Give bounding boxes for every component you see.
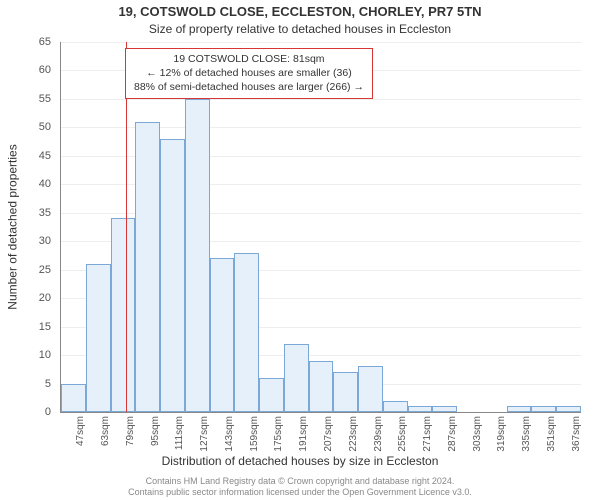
x-tick-label: 271sqm xyxy=(422,416,433,452)
x-tick-label: 351sqm xyxy=(546,416,557,452)
y-tick-label: 45 xyxy=(21,150,51,162)
x-tick-label: 111sqm xyxy=(174,416,185,450)
x-tick-label: 127sqm xyxy=(199,416,210,452)
page-title: 19, COTSWOLD CLOSE, ECCLESTON, CHORLEY, … xyxy=(0,4,600,19)
footer-line-1: Contains HM Land Registry data © Crown c… xyxy=(0,476,600,487)
histogram-bar xyxy=(358,366,383,412)
x-tick-label: 303sqm xyxy=(472,416,483,452)
histogram-bar xyxy=(309,361,334,412)
y-tick-label: 20 xyxy=(21,292,51,304)
x-tick-label: 191sqm xyxy=(298,416,309,452)
y-axis-label-container: Number of detached properties xyxy=(6,42,20,412)
x-tick-label: 143sqm xyxy=(224,416,235,452)
histogram-bar xyxy=(160,139,185,412)
x-tick-label: 335sqm xyxy=(521,416,532,452)
y-tick-label: 65 xyxy=(21,36,51,48)
footer-credits: Contains HM Land Registry data © Crown c… xyxy=(0,476,600,499)
y-tick-label: 60 xyxy=(21,64,51,76)
y-tick-label: 40 xyxy=(21,178,51,190)
x-tick-label: 255sqm xyxy=(397,416,408,452)
x-tick-label: 367sqm xyxy=(571,416,582,452)
y-tick-label: 50 xyxy=(21,121,51,133)
y-tick-label: 55 xyxy=(21,93,51,105)
y-tick-label: 10 xyxy=(21,349,51,361)
histogram-bar xyxy=(61,384,86,412)
y-tick-label: 0 xyxy=(21,406,51,418)
y-tick-label: 35 xyxy=(21,207,51,219)
histogram-bar xyxy=(185,99,210,412)
y-tick-label: 30 xyxy=(21,235,51,247)
histogram-bar xyxy=(234,253,259,412)
histogram-bar xyxy=(284,344,309,412)
x-tick-label: 319sqm xyxy=(496,416,507,452)
gridline xyxy=(61,42,581,43)
chart-subtitle: Size of property relative to detached ho… xyxy=(0,22,600,36)
annotation-line: 19 COTSWOLD CLOSE: 81sqm xyxy=(134,52,364,66)
y-tick-label: 5 xyxy=(21,378,51,390)
y-axis-label: Number of detached properties xyxy=(6,144,20,309)
x-tick-label: 95sqm xyxy=(150,416,161,446)
footer-line-2: Contains public sector information licen… xyxy=(0,487,600,498)
histogram-bar xyxy=(383,401,408,412)
x-tick-label: 287sqm xyxy=(447,416,458,452)
y-axis-ticks: 05101520253035404550556065 xyxy=(25,42,55,412)
histogram-plot: 19 COTSWOLD CLOSE: 81sqm← 12% of detache… xyxy=(60,42,581,413)
histogram-bar xyxy=(210,258,235,412)
y-tick-label: 25 xyxy=(21,264,51,276)
x-tick-label: 223sqm xyxy=(348,416,359,452)
histogram-bar xyxy=(111,218,136,412)
x-tick-label: 175sqm xyxy=(273,416,284,452)
annotation-line: ← 12% of detached houses are smaller (36… xyxy=(134,66,364,80)
x-tick-label: 79sqm xyxy=(125,416,136,446)
x-tick-label: 159sqm xyxy=(249,416,260,452)
gridline xyxy=(61,99,581,100)
annotation-line: 88% of semi-detached houses are larger (… xyxy=(134,80,364,94)
x-tick-label: 63sqm xyxy=(100,416,111,446)
x-axis-label: Distribution of detached houses by size … xyxy=(0,454,600,468)
histogram-bar xyxy=(86,264,111,412)
x-tick-label: 207sqm xyxy=(323,416,334,452)
histogram-bar xyxy=(333,372,358,412)
histogram-bar xyxy=(259,378,284,412)
x-tick-label: 239sqm xyxy=(373,416,384,452)
y-tick-label: 15 xyxy=(21,321,51,333)
annotation-box: 19 COTSWOLD CLOSE: 81sqm← 12% of detache… xyxy=(125,48,373,99)
x-tick-label: 47sqm xyxy=(75,416,86,446)
histogram-bar xyxy=(135,122,160,412)
